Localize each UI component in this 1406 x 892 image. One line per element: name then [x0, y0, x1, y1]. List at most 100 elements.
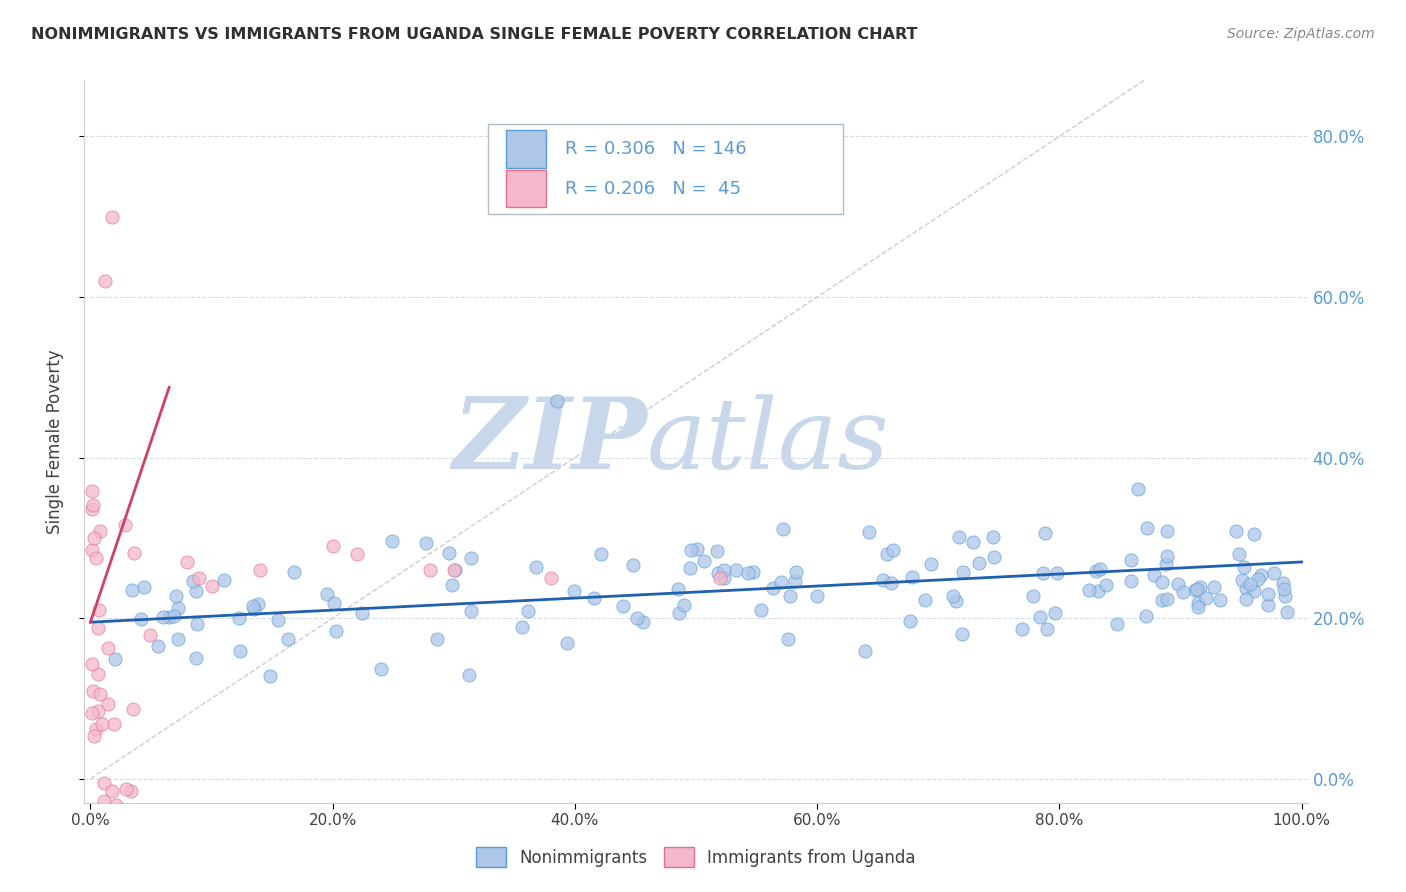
Point [381, 534, 404, 549]
Point [1263, 566, 1285, 581]
Point [82, 684, 104, 698]
Point [93, 776, 115, 790]
Point [246, 598, 269, 612]
Point [1257, 598, 1279, 612]
Point [1234, 591, 1257, 606]
Point [1250, 567, 1272, 582]
Point [89, 524, 111, 538]
Point [1230, 573, 1253, 587]
Point [167, 632, 190, 647]
Point [942, 589, 965, 603]
Point [1084, 564, 1107, 578]
Point [589, 547, 612, 561]
Point [626, 611, 648, 625]
Point [104, 798, 127, 813]
Point [426, 632, 449, 646]
Point [89, 687, 111, 701]
Point [83, 531, 105, 545]
Point [115, 781, 138, 796]
Point [950, 627, 973, 641]
Point [707, 566, 730, 580]
Point [200, 579, 222, 593]
Point [1119, 552, 1142, 566]
Point [97, 698, 120, 712]
Point [1022, 589, 1045, 603]
Point [1274, 589, 1296, 603]
Point [114, 517, 136, 532]
Point [1045, 606, 1067, 620]
Point [437, 545, 460, 559]
Point [1243, 583, 1265, 598]
Point [87, 704, 110, 718]
Point [1195, 591, 1218, 606]
Point [633, 615, 655, 630]
Point [713, 563, 735, 577]
Point [1143, 568, 1166, 582]
Point [80, 657, 103, 671]
Legend: Nonimmigrants, Immigrants from Uganda: Nonimmigrants, Immigrants from Uganda [477, 847, 915, 867]
Point [772, 522, 794, 536]
Point [583, 591, 606, 605]
Point [983, 550, 1005, 565]
Point [1187, 600, 1209, 615]
Point [80, 542, 103, 557]
Point [1156, 524, 1178, 538]
Point [121, 702, 143, 716]
Point [101, 784, 124, 798]
Text: R = 0.206   N =  45: R = 0.206 N = 45 [565, 179, 741, 198]
Point [1184, 582, 1206, 597]
Point [323, 596, 346, 610]
Point [443, 563, 465, 577]
Text: atlas: atlas [647, 394, 890, 489]
Point [104, 652, 127, 666]
Point [267, 613, 290, 627]
Point [80, 483, 103, 498]
Point [1036, 622, 1059, 636]
Point [460, 551, 482, 566]
Point [242, 599, 264, 613]
Point [1247, 572, 1270, 586]
Point [1187, 582, 1209, 596]
Point [1033, 525, 1056, 540]
Point [806, 589, 828, 603]
Point [785, 565, 807, 579]
Point [1136, 521, 1159, 535]
Point [460, 604, 482, 618]
Point [783, 574, 806, 589]
Point [94, 274, 117, 288]
Point [920, 557, 942, 571]
Point [612, 599, 634, 614]
Point [103, 716, 125, 731]
Point [214, 573, 236, 587]
Point [1078, 583, 1101, 598]
Point [259, 669, 281, 683]
Point [325, 624, 347, 639]
Point [188, 571, 211, 585]
Point [84, 722, 107, 736]
Point [346, 547, 368, 561]
Point [769, 575, 792, 590]
Point [1225, 524, 1247, 538]
Point [713, 571, 735, 585]
Point [1150, 593, 1173, 607]
Point [562, 584, 585, 599]
Point [1156, 591, 1178, 606]
Point [186, 651, 208, 665]
Point [350, 607, 373, 621]
Point [444, 563, 467, 577]
Point [1233, 560, 1256, 574]
Point [1154, 557, 1177, 571]
Point [184, 584, 207, 599]
Text: R = 0.306   N = 146: R = 0.306 N = 146 [565, 140, 747, 158]
Point [132, 580, 155, 594]
Point [709, 571, 731, 585]
Point [1135, 609, 1157, 624]
Point [93, 794, 115, 808]
Point [165, 589, 187, 603]
Point [1227, 547, 1250, 561]
Point [228, 610, 250, 624]
Point [277, 632, 299, 646]
Point [1121, 574, 1143, 589]
Point [776, 632, 799, 646]
Point [87, 621, 110, 635]
